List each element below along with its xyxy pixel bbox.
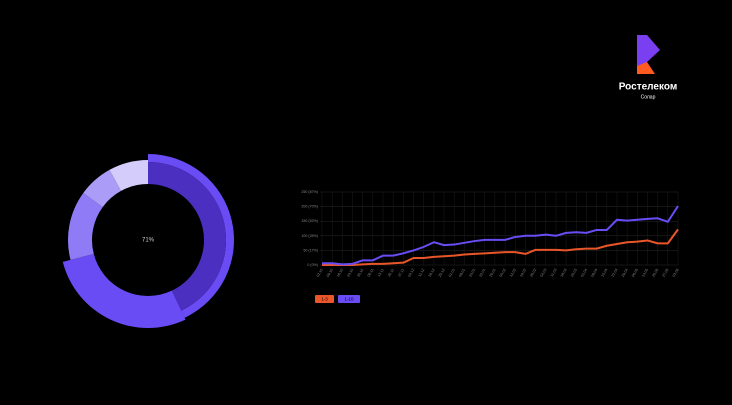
- x-tick-label: 22.04: [611, 268, 619, 278]
- x-tick-label: 13.11: [377, 268, 385, 278]
- logo-sub: Солар: [641, 94, 656, 100]
- logo-name: Ростелеком: [619, 82, 677, 93]
- logo: Ростелеком Солар: [619, 35, 677, 100]
- donut-segment: [148, 162, 226, 311]
- donut-center-label: 71%: [142, 238, 155, 244]
- x-tick-label: 18.03: [560, 268, 568, 278]
- x-tick-label: 27.11: [397, 268, 405, 278]
- x-tick-label: 04.03: [539, 268, 547, 278]
- x-tick-label: 01.01: [448, 268, 456, 278]
- x-tick-label: 01.04: [580, 268, 588, 278]
- x-tick-label: 25.03: [570, 268, 578, 278]
- x-tick-label: 06.11: [367, 268, 375, 278]
- x-tick-label: 15.01: [468, 268, 476, 278]
- x-tick-label: 13.05: [641, 268, 649, 278]
- x-tick-label: 03.06: [672, 268, 680, 278]
- x-tick-label: 20.11: [387, 268, 395, 278]
- x-tick-label: 16.10: [336, 268, 344, 278]
- donut-segment: [83, 169, 122, 208]
- logo-mark-accent: [637, 62, 655, 74]
- legend-swatch: [315, 295, 334, 303]
- x-tick-label: 20.05: [651, 268, 659, 278]
- x-tick-label: 30.10: [356, 268, 364, 278]
- x-tick-label: 29.01: [489, 268, 497, 278]
- legend-label: 1-10: [344, 297, 354, 302]
- y-tick-label: 100 (35%): [301, 234, 318, 238]
- x-tick-label: 12.02: [509, 268, 517, 278]
- legend-swatch: [338, 295, 360, 303]
- x-tick-label: 05.02: [499, 268, 507, 278]
- x-tick-label: 27.05: [662, 268, 670, 278]
- x-tick-label: 08.01: [458, 268, 466, 278]
- x-tick-label: 02.10: [316, 268, 324, 278]
- x-tick-label: 29.04: [621, 268, 629, 278]
- y-tick-label: 50 (17%): [303, 248, 318, 252]
- x-tick-label: 06.05: [631, 268, 639, 278]
- x-tick-label: 08.04: [590, 268, 598, 278]
- x-tick-label: 11.03: [550, 268, 558, 278]
- y-tick-label: 150 (52%): [301, 219, 318, 223]
- logo-mark: [637, 35, 660, 66]
- x-tick-label: 15.04: [601, 268, 609, 278]
- line-series: [322, 205, 679, 266]
- x-tick-label: 25.12: [438, 268, 446, 278]
- x-tick-label: 23.10: [346, 268, 354, 278]
- donut-segment: [62, 253, 186, 329]
- y-tick-label: 200 (70%): [301, 205, 318, 209]
- x-tick-label: 26.02: [529, 268, 537, 278]
- x-tick-label: 09.10: [326, 268, 334, 278]
- y-tick-label: 0 (0%): [307, 263, 318, 267]
- x-tick-label: 11.12: [418, 268, 426, 278]
- line-series: [322, 228, 679, 266]
- x-tick-label: 22.01: [478, 268, 486, 278]
- x-tick-label: 04.12: [407, 268, 415, 278]
- legend-label: 1-3: [321, 297, 328, 302]
- donut-rim: [148, 154, 234, 318]
- donut-segment: [67, 192, 103, 260]
- donut-segment: [109, 160, 148, 191]
- x-tick-label: 18.12: [428, 268, 436, 278]
- y-tick-label: 250 (87%): [301, 190, 318, 194]
- x-tick-label: 19.02: [519, 268, 527, 278]
